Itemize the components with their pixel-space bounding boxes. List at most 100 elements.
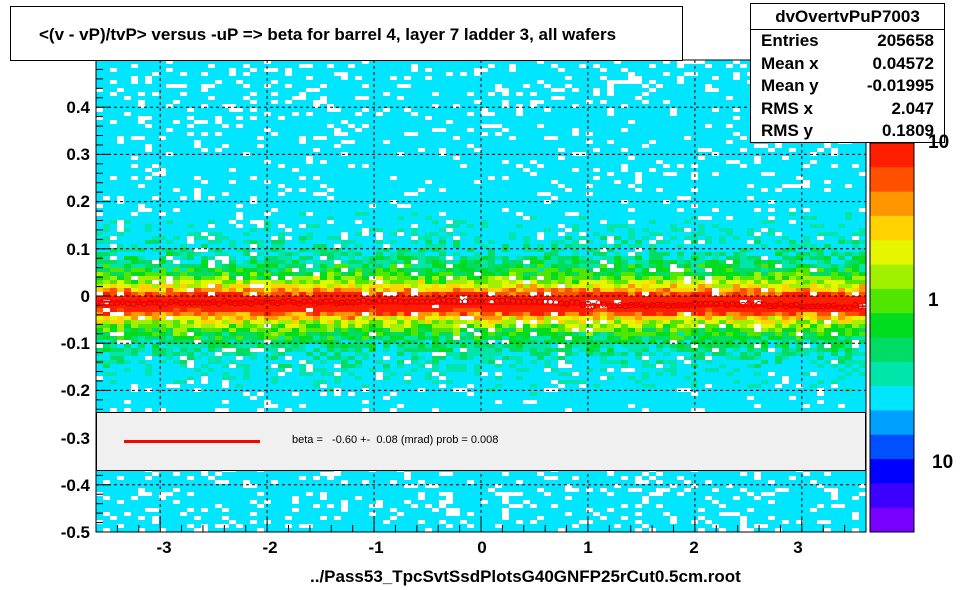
heatmap-cell — [369, 216, 376, 220]
heatmap-cell — [831, 196, 838, 200]
heatmap-cell — [418, 196, 425, 200]
heatmap-cell — [292, 180, 299, 184]
heatmap-cell — [642, 180, 649, 184]
heatmap-cell — [320, 76, 327, 80]
heatmap-cell — [257, 196, 264, 200]
heatmap-cell — [124, 240, 131, 244]
heatmap-cell — [194, 116, 201, 120]
heatmap-cell — [446, 156, 453, 160]
heatmap-cell — [152, 232, 159, 236]
heatmap-cell — [488, 236, 495, 240]
heatmap-cell — [306, 184, 313, 188]
heatmap-cell — [341, 124, 348, 128]
heatmap-cell — [208, 212, 215, 216]
heatmap-cell — [859, 180, 866, 184]
heatmap-cell — [348, 236, 355, 240]
heatmap-cell — [138, 160, 145, 164]
heatmap-cell — [187, 96, 194, 100]
heatmap-cell — [565, 92, 572, 96]
heatmap-cell — [677, 236, 684, 240]
heatmap-cell — [460, 124, 467, 128]
heatmap-cell — [313, 228, 320, 232]
heatmap-cell — [180, 160, 187, 164]
heatmap-cell — [551, 148, 558, 152]
heatmap-cell — [278, 188, 285, 192]
heatmap-cell — [481, 84, 488, 88]
heatmap-cell — [145, 260, 152, 264]
heatmap-cell — [313, 244, 320, 248]
heatmap-cell — [782, 204, 789, 208]
heatmap-cell — [243, 252, 250, 256]
heatmap-cell — [719, 212, 726, 216]
heatmap-cell — [362, 204, 369, 208]
heatmap-cell — [222, 200, 229, 204]
heatmap-cell — [369, 240, 376, 244]
heatmap-cell — [320, 240, 327, 244]
heatmap-cell — [621, 188, 628, 192]
heatmap-cell — [474, 220, 481, 224]
heatmap-cell — [390, 240, 397, 244]
heatmap-cell — [509, 156, 516, 160]
heatmap-cell — [362, 180, 369, 184]
heatmap-cell — [572, 60, 579, 64]
heatmap-cell — [558, 196, 565, 200]
heatmap-cell — [628, 160, 635, 164]
heatmap-cell — [446, 144, 453, 148]
heatmap-cell — [684, 76, 691, 80]
heatmap-cell — [250, 84, 257, 88]
heatmap-cell — [397, 196, 404, 200]
heatmap-cell — [684, 232, 691, 236]
heatmap-cell — [495, 184, 502, 188]
heatmap-cell — [292, 196, 299, 200]
heatmap-cell — [327, 160, 334, 164]
heatmap-cell — [432, 160, 439, 164]
heatmap-cell — [677, 96, 684, 100]
heatmap-cell — [390, 148, 397, 152]
heatmap-cell — [355, 256, 362, 260]
heatmap-cell — [166, 196, 173, 200]
heatmap-cell — [376, 104, 383, 108]
heatmap-cell — [376, 148, 383, 152]
heatmap-cell — [138, 76, 145, 80]
heatmap-cell — [488, 156, 495, 160]
heatmap-cell — [341, 196, 348, 200]
heatmap-cell — [810, 188, 817, 192]
heatmap-cell — [859, 156, 866, 160]
heatmap-cell — [502, 136, 509, 140]
heatmap-cell — [509, 76, 516, 80]
heatmap-cell — [404, 160, 411, 164]
heatmap-cell — [838, 260, 845, 264]
heatmap-cell — [355, 64, 362, 68]
heatmap-cell — [404, 248, 411, 252]
heatmap-cell — [124, 148, 131, 152]
heatmap-cell — [236, 104, 243, 108]
heatmap-cell — [593, 104, 600, 108]
heatmap-cell — [509, 252, 516, 256]
heatmap-cell — [222, 228, 229, 232]
heatmap-cell — [145, 236, 152, 240]
heatmap-cell — [572, 200, 579, 204]
heatmap-cell — [775, 260, 782, 264]
heatmap-cell — [341, 160, 348, 164]
heatmap-cell — [551, 160, 558, 164]
heatmap-cell — [572, 220, 579, 224]
heatmap-cell — [215, 72, 222, 76]
heatmap-cell — [215, 212, 222, 216]
heatmap-cell — [313, 80, 320, 84]
heatmap-cell — [537, 92, 544, 96]
heatmap-cell — [726, 200, 733, 204]
heatmap-cell — [243, 232, 250, 236]
heatmap-cell — [271, 224, 278, 228]
heatmap-cell — [194, 252, 201, 256]
heatmap-cell — [642, 176, 649, 180]
heatmap-cell — [362, 196, 369, 200]
heatmap-cell — [726, 104, 733, 108]
heatmap-cell — [607, 156, 614, 160]
heatmap-cell — [677, 156, 684, 160]
heatmap-cell — [194, 236, 201, 240]
heatmap-cell — [600, 216, 607, 220]
heatmap-cell — [411, 100, 418, 104]
heatmap-cell — [285, 144, 292, 148]
heatmap-cell — [635, 124, 642, 128]
heatmap-cell — [642, 148, 649, 152]
